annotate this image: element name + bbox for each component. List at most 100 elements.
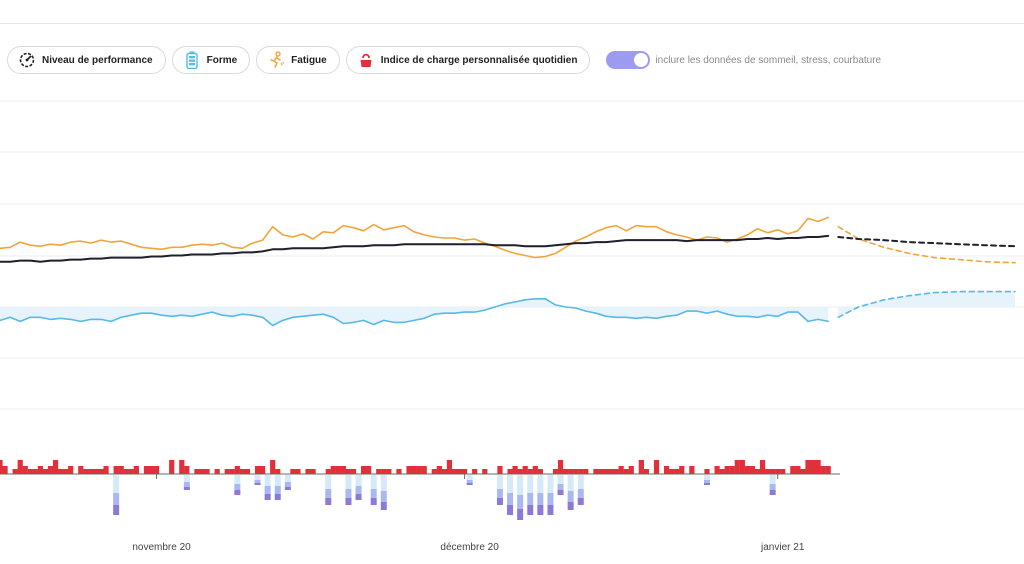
load-bar	[462, 469, 468, 474]
recovery-bar-light	[496, 475, 503, 489]
load-bar	[563, 469, 569, 474]
load-bar	[451, 469, 458, 474]
load-bar	[618, 466, 624, 474]
forme-forecast-area	[838, 291, 1016, 318]
forme-button[interactable]: Forme	[171, 46, 251, 74]
recovery-bar-mid	[466, 480, 473, 483]
sleep-stress-toggle[interactable]: inclure les données de sommeil, stress, …	[606, 51, 881, 69]
recovery-bar-mid	[557, 484, 564, 490]
load-bar	[83, 469, 89, 474]
load-bar	[557, 460, 564, 474]
recovery-bar-dark	[537, 505, 544, 515]
recovery-bar-mid	[547, 493, 554, 505]
load-bar	[340, 466, 346, 474]
recovery-bar-light	[537, 475, 544, 493]
toggle-label: inclure les données de sommeil, stress, …	[655, 54, 882, 66]
recovery-bar-dark	[113, 505, 120, 515]
load-bar	[512, 466, 518, 474]
recovery-bar-light	[527, 475, 534, 493]
recovery-bar-dark	[577, 498, 584, 505]
load-bar	[2, 466, 8, 474]
load-bar	[749, 466, 756, 474]
daily-load-button[interactable]: Indice de charge personnalisée quotidien	[345, 46, 591, 74]
recovery-bar-mid	[355, 486, 362, 494]
load-bar	[37, 466, 43, 474]
load-bar	[729, 466, 735, 474]
recovery-bar-light	[547, 475, 554, 493]
load-bar	[381, 469, 387, 474]
load-bar	[532, 466, 538, 474]
load-bar	[376, 469, 382, 474]
recovery-bar-dark	[370, 498, 377, 505]
recovery-bar-dark	[557, 490, 564, 495]
recovery-bar-dark	[547, 505, 554, 515]
load-bar	[214, 469, 220, 474]
load-bar	[78, 466, 84, 474]
load-bar	[93, 469, 99, 474]
performance-forecast-line	[837, 236, 1016, 248]
recovery-bar-light	[507, 475, 514, 493]
load-bar	[436, 466, 442, 474]
load-bar	[674, 469, 680, 474]
load-bar	[32, 469, 38, 474]
load-bar	[22, 466, 28, 474]
recovery-bar-dark	[517, 509, 524, 520]
load-bar	[103, 466, 109, 474]
recovery-bar-light	[325, 475, 332, 489]
recovery-bar-mid	[284, 482, 291, 487]
recovery-bar-light	[264, 475, 271, 486]
load-bar	[568, 469, 574, 474]
load-bar	[411, 466, 417, 474]
load-bar	[795, 466, 801, 474]
forme-label: Forme	[206, 54, 238, 66]
load-bar	[754, 469, 761, 474]
load-bar	[179, 460, 185, 474]
load-bar	[775, 469, 781, 474]
daily-load-label: Indice de charge personnalisée quotidien	[380, 54, 578, 66]
load-bar	[583, 469, 589, 474]
gauge-icon	[18, 51, 36, 69]
load-bar	[113, 466, 119, 474]
load-bar	[153, 466, 160, 474]
load-bar	[815, 460, 821, 474]
recovery-bar-light	[769, 475, 776, 484]
load-bar	[739, 460, 745, 474]
recovery-bar-light	[466, 475, 473, 480]
fatigue-button[interactable]: Fatigue	[256, 46, 340, 74]
recovery-bar-dark	[355, 494, 362, 500]
toggle-knob	[634, 53, 649, 67]
load-bar	[527, 469, 533, 474]
load-bar	[446, 460, 453, 474]
x-tick-label: décembre 20	[440, 542, 499, 553]
recovery-bar-mid	[254, 480, 261, 483]
tired-runner-icon	[267, 51, 285, 69]
load-bar	[184, 466, 190, 474]
load-bar	[386, 469, 392, 474]
load-bar	[52, 460, 59, 474]
load-bar	[254, 466, 261, 474]
recovery-bar-mid	[527, 493, 534, 505]
load-bar	[800, 469, 806, 474]
load-bar	[0, 460, 3, 474]
recovery-bar-mid	[769, 484, 776, 490]
load-bar	[123, 469, 129, 474]
load-bar	[396, 469, 402, 474]
load-bar	[421, 466, 427, 474]
recovery-bar-light	[234, 475, 241, 484]
performance-level-button[interactable]: Niveau de performance	[7, 46, 166, 74]
toggle-switch[interactable]	[606, 51, 651, 69]
recovery-bar-dark	[567, 502, 574, 510]
load-bar	[744, 466, 750, 474]
recovery-bar-mid	[507, 493, 514, 505]
load-bar	[810, 460, 816, 474]
top-divider	[0, 23, 1024, 24]
recovery-bar-light	[345, 475, 352, 489]
performance-level-label: Niveau de performance	[42, 54, 153, 66]
recovery-bar-mid	[577, 489, 584, 498]
load-bar	[194, 469, 200, 474]
load-bar	[68, 466, 74, 474]
load-bar	[325, 469, 331, 474]
load-bar	[679, 466, 685, 474]
load-bar	[759, 460, 766, 474]
